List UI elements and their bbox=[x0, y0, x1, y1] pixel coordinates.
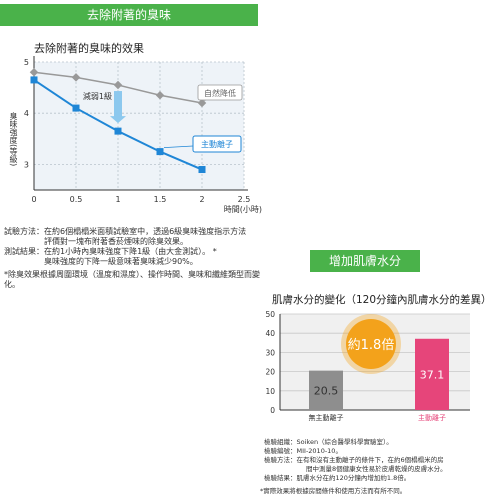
footnote-text-line1: *除臭效果根據周圍環境（溫度和濕度）、操作時間、臭味和纖維類型而變 bbox=[4, 270, 260, 279]
odor-x-tick-label: 2 bbox=[199, 195, 204, 204]
ion-label-box bbox=[192, 135, 242, 153]
odor-data-point-natural bbox=[197, 98, 207, 108]
ion-series-label: 主動離子 bbox=[201, 139, 233, 149]
odor-x-axis-label: 時間(小時) bbox=[224, 205, 262, 214]
callout-text: 約1.8倍 bbox=[348, 338, 395, 353]
natural-label-box bbox=[197, 84, 243, 101]
moisture-bar-value-label: 37.1 bbox=[420, 368, 445, 381]
moisture-y-tick-label: 0 bbox=[270, 406, 275, 415]
test-id-text: 檢驗編號：MII-2010-10。 bbox=[264, 447, 342, 455]
odor-x-tick-label: 1 bbox=[115, 195, 120, 204]
odor-data-point-ion bbox=[156, 148, 164, 156]
org-text: 檢驗組織：Soiken（綜合醫學科學實驗室）。 bbox=[264, 438, 393, 446]
method-text-line1: 試驗方法：在約6個榻榻米面積試驗室中，透過6級臭味強度指示方法 bbox=[4, 227, 247, 236]
callout-circle bbox=[346, 319, 396, 369]
method-text-line2: 評價對一塊布附著香菸煙味的除臭效果。 bbox=[44, 237, 188, 246]
drop-arrow-shaft bbox=[114, 91, 122, 118]
drop-arrow-label: 減弱1級 bbox=[83, 91, 112, 101]
moisture-y-tick-label: 40 bbox=[265, 329, 275, 338]
odor-data-point-natural bbox=[71, 73, 81, 82]
odor-data-point-ion bbox=[198, 166, 206, 174]
moisture-y-tick-label: 50 bbox=[265, 310, 275, 319]
odor-y-tick-label: 3 bbox=[24, 160, 29, 169]
odor-data-point-natural bbox=[113, 80, 123, 90]
moisture-bar bbox=[415, 338, 449, 410]
moisture-y-tick-label: 20 bbox=[265, 368, 275, 377]
test-method-text-line2: 間中測量8個健康女性易於皮膚乾燥的皮膚水分。 bbox=[306, 465, 447, 473]
result-text-line2: 臭味強度的下降一級意味著臭味減少90%。 bbox=[44, 257, 198, 266]
moisture-bar-value-label: 20.5 bbox=[314, 384, 339, 397]
odor-y-tick-label: 4 bbox=[24, 109, 29, 118]
moisture-y-tick-label: 30 bbox=[265, 348, 275, 357]
odor-data-point-ion bbox=[30, 76, 38, 84]
natural-series-label: 自然降低 bbox=[204, 88, 236, 98]
odor-chart-title: 去除附著的臭味的效果 bbox=[34, 42, 144, 55]
drop-arrow-head bbox=[110, 116, 126, 124]
disclaimer-text: *實際效果將根據房間條件和使用方法而有所不同。 bbox=[260, 487, 407, 495]
odor-x-tick-label: 1.5 bbox=[154, 195, 167, 204]
odor-x-tick-label: 0.5 bbox=[70, 195, 83, 204]
odor-plot-background bbox=[34, 62, 244, 190]
odor-x-tick-label: 2.5 bbox=[238, 195, 251, 204]
ion-label-leader bbox=[163, 145, 194, 148]
odor-y-tick-label: 5 bbox=[24, 58, 29, 67]
footnote-text-line2: 化。 bbox=[4, 280, 20, 289]
moisture-category-label: 主動離子 bbox=[418, 413, 446, 422]
odor-data-point-ion bbox=[114, 127, 122, 135]
test-method-text-line1: 檢驗方法：在有和沒有主動離子的條件下，在約6個榻榻米的房 bbox=[264, 456, 444, 464]
odor-chart-ylabel: 臭味強度(等級) bbox=[9, 112, 18, 167]
moisture-y-tick-label: 10 bbox=[265, 387, 275, 396]
moisture-category-label: 無主動離子 bbox=[309, 413, 344, 422]
odor-data-point-natural bbox=[155, 91, 165, 100]
odor-x-tick-label: 0 bbox=[31, 195, 36, 204]
moisture-chart-title: 肌膚水分的變化（120分鐘內肌膚水分的差異） bbox=[272, 294, 492, 306]
test-result-text: 檢驗結果：肌膚水分在約120分鐘內增加約1.8倍。 bbox=[264, 474, 411, 482]
moisture-section-banner: 增加肌膚水分 bbox=[310, 250, 420, 272]
moisture-bar bbox=[309, 370, 343, 410]
odor-data-point-ion bbox=[72, 104, 80, 112]
result-text-line1: 測試結果：在約1小時內臭味強度下降1級（由大金測試）。 * bbox=[4, 247, 217, 256]
deodor-section-banner: 去除附著的臭味 bbox=[0, 4, 258, 26]
